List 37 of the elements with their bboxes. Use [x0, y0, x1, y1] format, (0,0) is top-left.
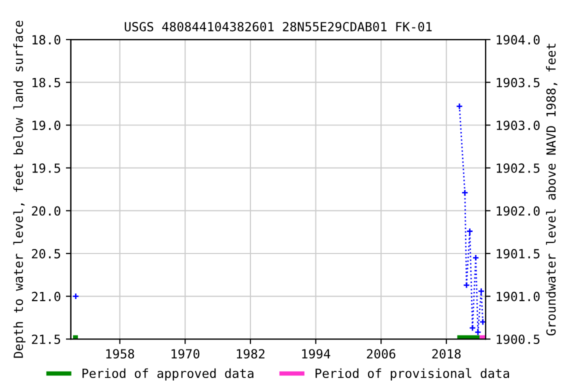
y2-tick-label: 1901.0 — [496, 292, 540, 302]
x-tick-label: 1994 — [302, 349, 330, 359]
point — [466, 228, 474, 235]
point — [72, 292, 80, 300]
point — [472, 254, 480, 262]
point — [456, 102, 463, 110]
x-tick-label: 1958 — [106, 349, 134, 359]
y-axis-title: Depth to water level, feet below land surface — [13, 20, 26, 358]
point — [461, 189, 468, 196]
y2-tick-label: 1903.0 — [496, 120, 540, 130]
x-tick-label: 1970 — [172, 349, 200, 359]
y2-tick-label: 1900.5 — [496, 334, 540, 344]
y2-tick-label: 1902.0 — [496, 206, 540, 216]
point — [478, 288, 485, 295]
x-tick-label: 2006 — [366, 349, 396, 359]
y-tick-label: 20.0 — [32, 206, 60, 216]
y-tick-label: 18.0 — [32, 35, 60, 45]
point — [469, 324, 476, 332]
y2-axis-title: Groundwater level above NAVD 1988, feet — [546, 44, 558, 336]
chart-title: USGS 480844104382601 28N55E29CDAB01 FK-01 — [124, 22, 432, 32]
y2-tick-label: 1903.5 — [496, 78, 540, 88]
x-tick-label: 2018 — [432, 349, 461, 359]
y-tick-label: 19.0 — [32, 120, 60, 130]
point — [479, 318, 486, 326]
legend-label: Period of provisional data — [316, 368, 510, 380]
point — [474, 328, 482, 336]
y-tick-label: 20.5 — [32, 249, 60, 258]
y2-tick-label: 1901.5 — [496, 249, 540, 258]
legend-label: Period of approved data — [82, 368, 254, 380]
y-tick-label: 19.5 — [32, 163, 60, 173]
y-tick-label: 18.5 — [32, 78, 60, 88]
y2-tick-label: 1902.5 — [496, 163, 540, 173]
y-tick-label: 21.0 — [32, 292, 60, 302]
y2-tick-label: 1904.0 — [496, 35, 540, 45]
x-tick-label: 1982 — [236, 349, 264, 359]
y-tick-label: 21.5 — [32, 334, 60, 344]
point — [463, 282, 470, 289]
